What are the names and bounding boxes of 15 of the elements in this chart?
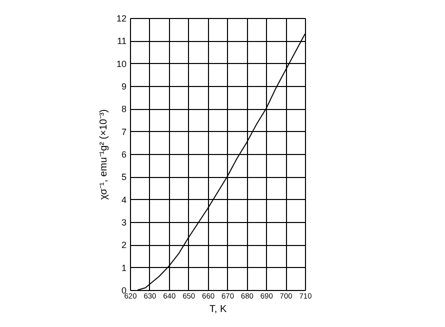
- y-tick-label: 5: [121, 172, 126, 182]
- y-tick-label: 10: [116, 58, 126, 69]
- y-tick-label: 2: [121, 240, 126, 250]
- y-axis-title: χσ⁻¹, emu⁻¹g² (×10⁻³): [98, 109, 110, 200]
- y-tick-label: 8: [121, 104, 126, 114]
- x-axis-title: T, K: [209, 304, 227, 315]
- y-tick-label: 1: [121, 262, 126, 273]
- y-tick-label: 12: [116, 14, 126, 24]
- y-tick-label: 11: [117, 36, 126, 46]
- y-tick-label: 9: [121, 82, 126, 92]
- y-tick-label: 0: [121, 286, 126, 296]
- y-tick-label: 4: [121, 194, 126, 205]
- y-tick-label: 6: [121, 150, 126, 160]
- y-tick-label: 7: [121, 126, 126, 137]
- y-tick-label: 3: [121, 218, 126, 228]
